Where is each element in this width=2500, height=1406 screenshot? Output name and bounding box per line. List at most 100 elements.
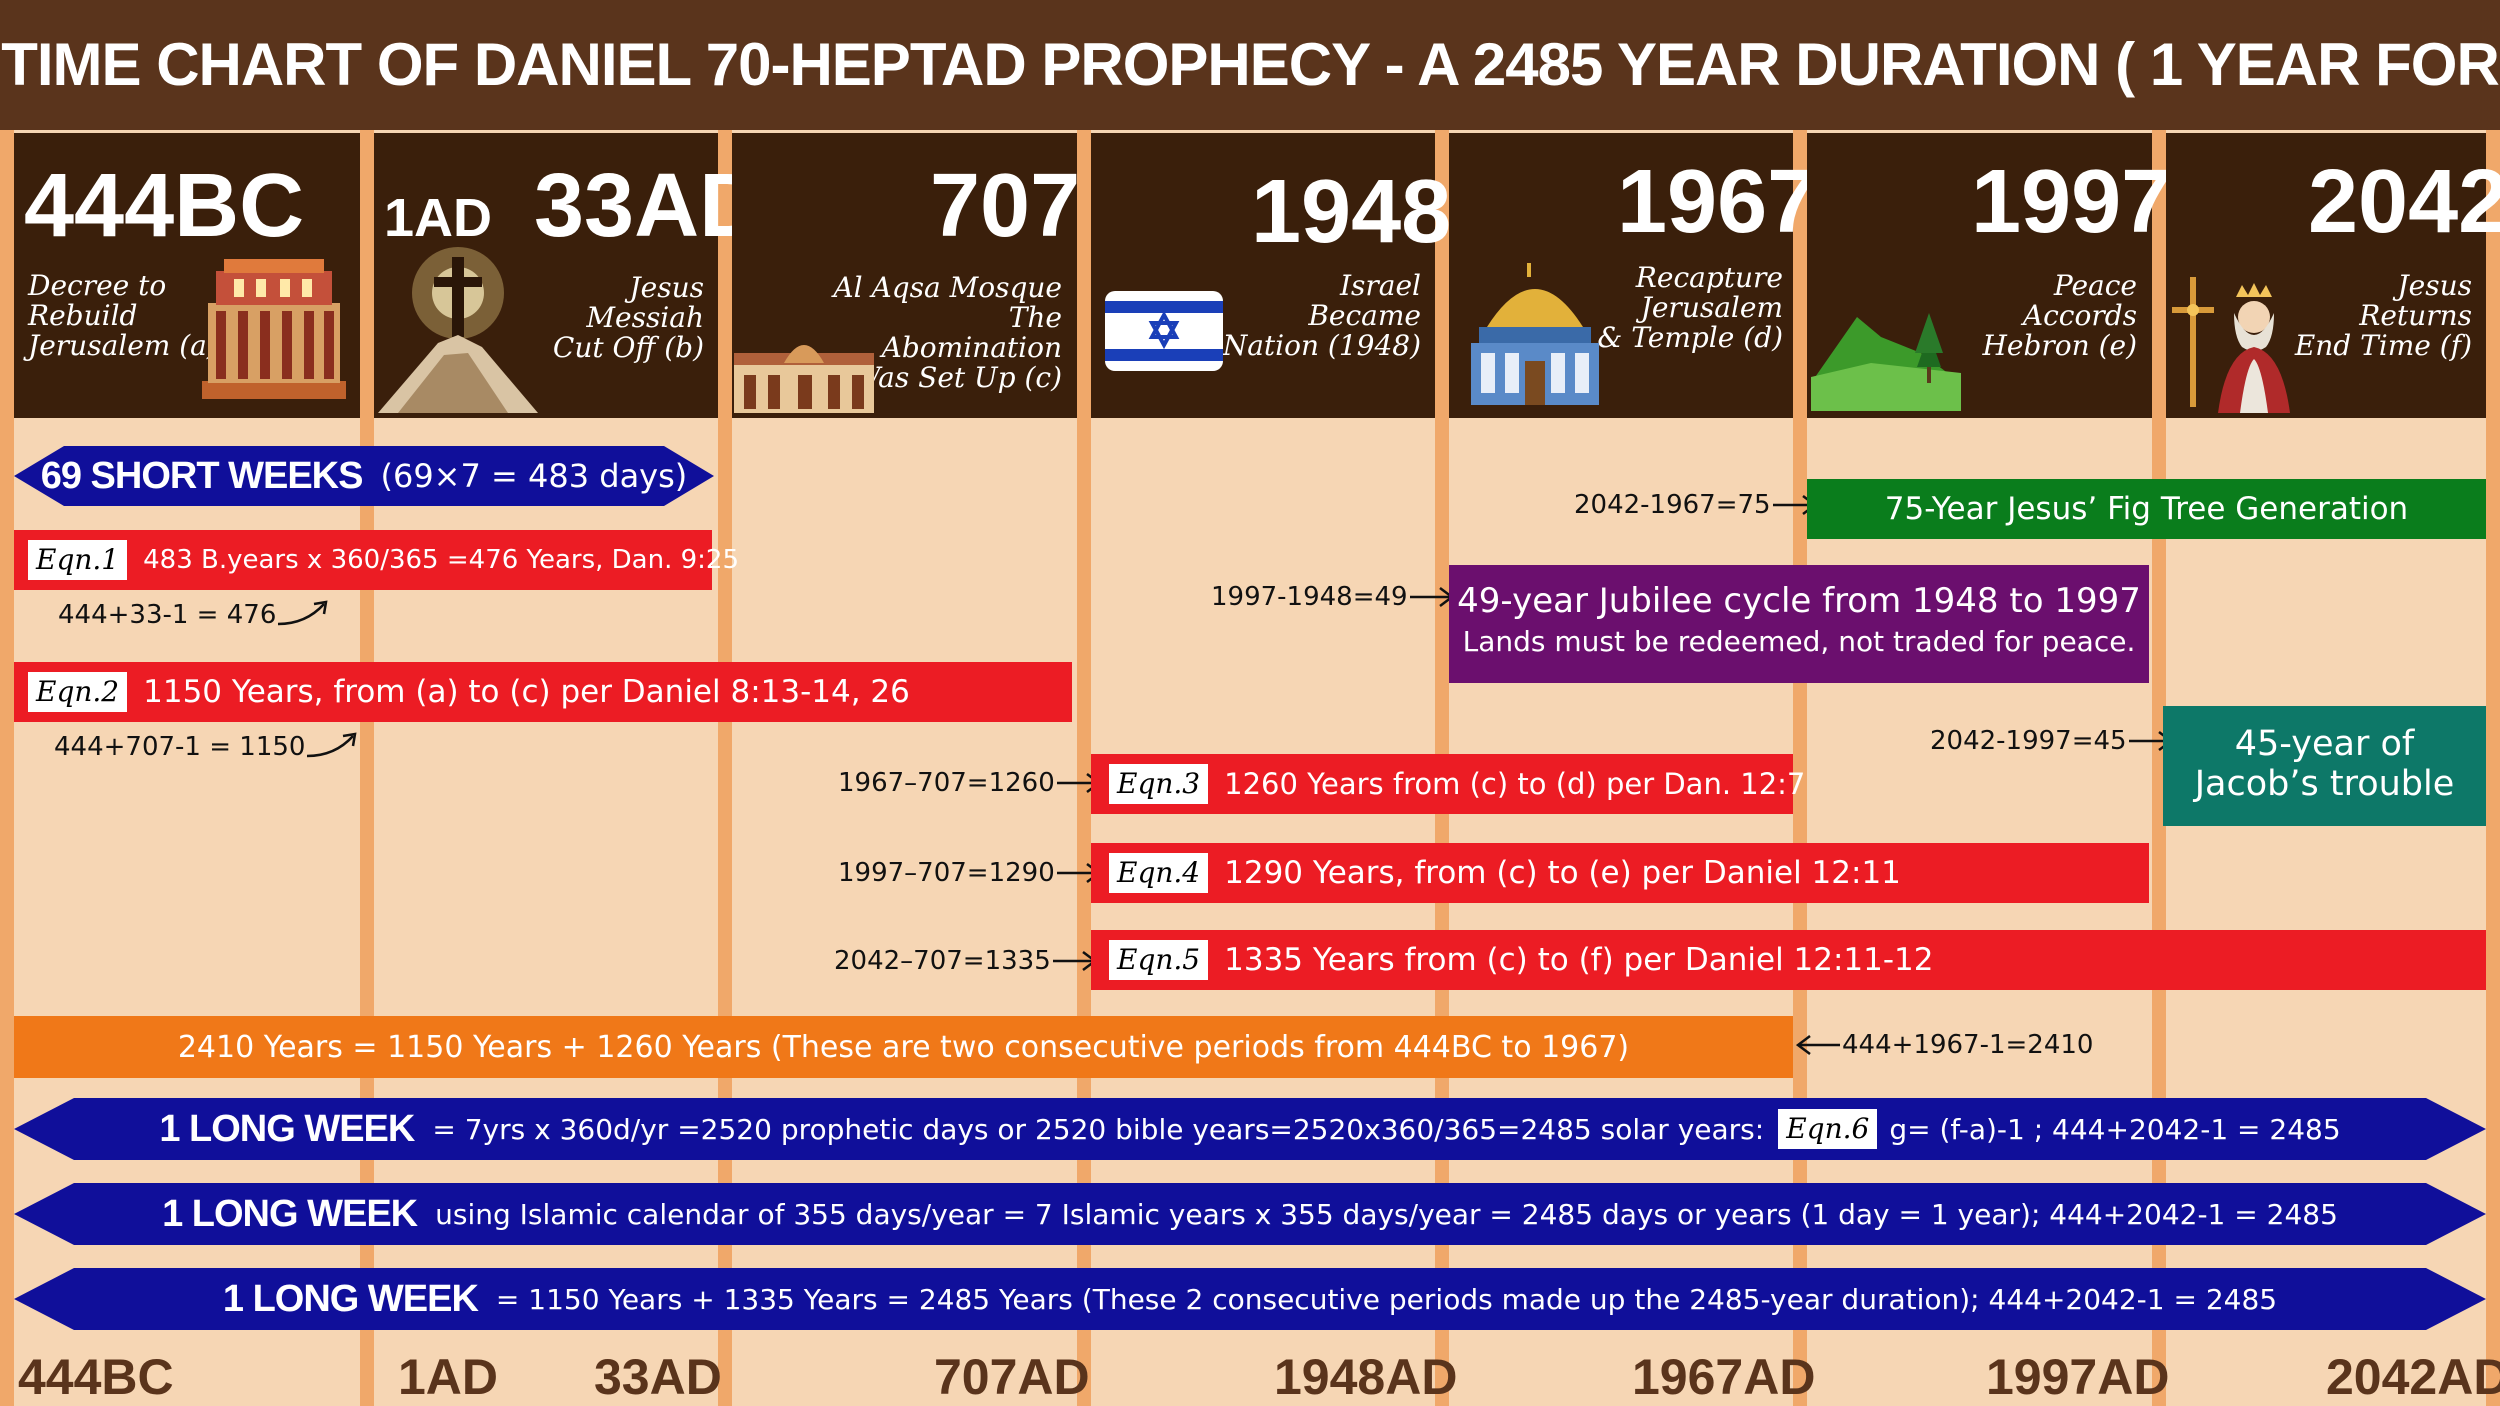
long-week-1-label: 1 LONG WEEK — [159, 1107, 415, 1150]
fig-tree-note: 2042-1967=75 — [1574, 490, 1819, 520]
long-week-2-label: 1 LONG WEEK — [162, 1192, 418, 1235]
mosque-icon — [734, 345, 874, 413]
column-divider — [2152, 130, 2166, 1406]
header-cell-2042: 2042 Jesus Returns End Time (f) — [2166, 133, 2500, 418]
eqn2-note-text: 444+707-1 = 1150 — [54, 732, 306, 762]
israel-flag-icon — [1105, 291, 1223, 371]
header-description: Recapture Jerusalem & Temple (d) — [1597, 261, 1783, 354]
eqn3-note-text: 1967–707=1260 — [838, 768, 1055, 798]
header-year-33ad: 33AD — [534, 156, 765, 256]
eqn2-text: 1150 Years, from (a) to (c) per Daniel 8… — [143, 674, 910, 710]
orange-text: 2410 Years = 1150 Years + 1260 Years (Th… — [177, 1029, 1630, 1065]
short-weeks-text: (69×7 = 483 days) — [380, 457, 688, 495]
header-description: Decree to Rebuild Jerusalem (a) — [28, 269, 218, 362]
header-cell-1997: 1997 Peace Accords Hebron (e) — [1807, 133, 2171, 418]
eqn5-note: 2042–707=1335 — [834, 946, 1099, 976]
header-description: Al Aqsa Mosque The Abomination Was Set U… — [833, 271, 1062, 394]
footer-year: 33AD — [594, 1349, 722, 1405]
orange-bar: 2410 Years = 1150 Years + 1260 Years (Th… — [14, 1016, 1793, 1078]
eqn2-bar: Eqn.2 1150 Years, from (a) to (c) per Da… — [14, 662, 1072, 722]
fig-tree-text: 75-Year Jesus’ Fig Tree Generation — [1884, 491, 2409, 527]
jacob-line1: 45-year of — [2234, 724, 2415, 764]
jubilee-note: 1997-1948=49 — [1211, 582, 1456, 612]
jubilee-bar: 49-year Jubilee cycle from 1948 to 1997 … — [1449, 565, 2149, 683]
header-description: Peace Accords Hebron (e) — [1982, 269, 2137, 362]
eqn1-text: 483 B.years x 360/365 =476 Years, Dan. 9… — [143, 545, 740, 575]
header-year: 1948 — [1251, 162, 1452, 262]
header-cell-1948: 1948 Israel Became Nation (1948) — [1091, 133, 1451, 418]
footer-year: 1AD — [398, 1349, 499, 1405]
header-description: Jesus Messiah Cut Off (b) — [552, 271, 704, 364]
footer-year: 707AD — [934, 1349, 1090, 1405]
eqn6-tag: Eqn.6 — [1778, 1109, 1878, 1149]
long-week-3: 1 LONG WEEK = 1150 Years + 1335 Years = … — [14, 1268, 2486, 1330]
header-cell-1967: 1967 Recapture Jerusalem & Temple (d) — [1449, 133, 1817, 418]
title-bar — [0, 0, 2500, 130]
header-year: 1997 — [1971, 152, 2172, 252]
column-divider — [1793, 130, 1807, 1406]
header-cell-444bc: 444BC Decree to Rebuild Jerusalem (a) — [14, 133, 360, 418]
eqn3-tag: Eqn.3 — [1109, 764, 1209, 804]
eqn3-text: 1260 Years from (c) to (d) per Dan. 12:7 — [1224, 767, 1806, 801]
header-year: 2042 — [2308, 152, 2500, 252]
eqn3-bar: Eqn.3 1260 Years from (c) to (d) per Dan… — [1091, 754, 1805, 814]
header-year: 707 — [930, 156, 1081, 256]
long-week-1-text2: g= (f-a)-1 ; 444+2042-1 = 2485 — [1889, 1112, 2341, 1146]
column-divider — [718, 130, 732, 1406]
orange-note-text: 444+1967-1=2410 — [1842, 1030, 2094, 1060]
column-divider — [1077, 130, 1091, 1406]
footer-year: 444BC — [18, 1349, 174, 1405]
page-title: TIME CHART OF DANIEL 70-HEPTAD PROPHECY … — [1, 31, 2500, 228]
eqn5-tag: Eqn.5 — [1109, 940, 1209, 980]
long-week-2-shape — [14, 1183, 2486, 1245]
left-arrow-icon — [1796, 1035, 1840, 1055]
eqn5-note-text: 2042–707=1335 — [834, 946, 1051, 976]
eqn1-note-text: 444+33-1 = 476 — [58, 600, 277, 630]
long-week-3-shape — [14, 1268, 2486, 1330]
eqn5-bar: Eqn.5 1335 Years from (c) to (f) per Dan… — [1091, 930, 2486, 990]
long-week-1-text: = 7yrs x 360d/yr =2520 prophetic days or… — [432, 1112, 1765, 1146]
curved-arrow-icon — [307, 732, 357, 758]
eqn1-note: 444+33-1 = 476 — [58, 598, 332, 632]
short-weeks-band-shape — [14, 446, 714, 506]
jubilee-note-text: 1997-1948=49 — [1211, 582, 1408, 612]
fig-tree-bar: 75-Year Jesus’ Fig Tree Generation — [1807, 479, 2486, 539]
footer-year: 1967AD — [1632, 1349, 1816, 1405]
eqn2-tag: Eqn.2 — [28, 672, 128, 712]
header-description: Israel Became Nation (1948) — [1222, 269, 1421, 362]
jubilee-line2: Lands must be redeemed, not traded for p… — [1462, 625, 2136, 658]
eqn4-note: 1997–707=1290 — [838, 858, 1103, 888]
eqn1-bar: Eqn.1 483 B.years x 360/365 =476 Years, … — [14, 530, 739, 590]
header-year-1ad: 1AD — [384, 188, 493, 248]
header-description: Jesus Returns End Time (f) — [2294, 269, 2472, 362]
eqn4-text: 1290 Years, from (c) to (e) per Daniel 1… — [1224, 855, 1901, 891]
eqn4-bar: Eqn.4 1290 Years, from (c) to (e) per Da… — [1091, 843, 2149, 903]
cross-on-hill-icon — [378, 247, 538, 413]
long-week-3-label: 1 LONG WEEK — [222, 1277, 479, 1320]
eqn4-note-text: 1997–707=1290 — [838, 858, 1055, 888]
jacob-bar: 45-year of Jacob’s trouble — [2163, 706, 2486, 826]
footer-year: 1948AD — [1274, 1349, 1458, 1405]
eqn4-tag: Eqn.4 — [1109, 853, 1209, 893]
short-weeks-label: 69 SHORT WEEKS — [40, 454, 364, 497]
temple-icon — [202, 259, 346, 399]
jacob-line2: Jacob’s trouble — [2194, 764, 2455, 804]
jesus-icon — [2172, 277, 2290, 413]
fig-tree-note-text: 2042-1967=75 — [1574, 490, 1771, 520]
long-week-1: 1 LONG WEEK = 7yrs x 360d/yr =2520 proph… — [14, 1098, 2486, 1160]
eqn5-text: 1335 Years from (c) to (f) per Daniel 12… — [1224, 942, 1934, 978]
jubilee-line1: 49-year Jubilee cycle from 1948 to 1997 — [1457, 581, 2141, 621]
long-week-2-text: using Islamic calendar of 355 days/year … — [435, 1197, 2338, 1231]
eqn2-note: 444+707-1 = 1150 — [54, 730, 361, 764]
eqn3-note: 1967–707=1260 — [838, 768, 1103, 798]
header-year: 444BC — [24, 156, 305, 256]
long-week-2: 1 LONG WEEK using Islamic calendar of 35… — [14, 1183, 2486, 1245]
jacob-note-text: 2042-1997=45 — [1930, 726, 2127, 756]
jacob-note: 2042-1997=45 — [1930, 726, 2175, 756]
short-weeks-band: 69 SHORT WEEKS (69×7 = 483 days) — [14, 446, 714, 506]
header-cell-33ad: 1AD 33AD Jesus Messiah Cut Off (b) — [374, 133, 764, 418]
header-cell-707: 707 Al Aqsa Mosque The Abomination Was S… — [732, 133, 1081, 418]
dome-of-the-rock-icon — [1471, 263, 1599, 405]
eqn1-tag: Eqn.1 — [28, 540, 128, 580]
footer-year: 2042AD — [2326, 1349, 2500, 1405]
